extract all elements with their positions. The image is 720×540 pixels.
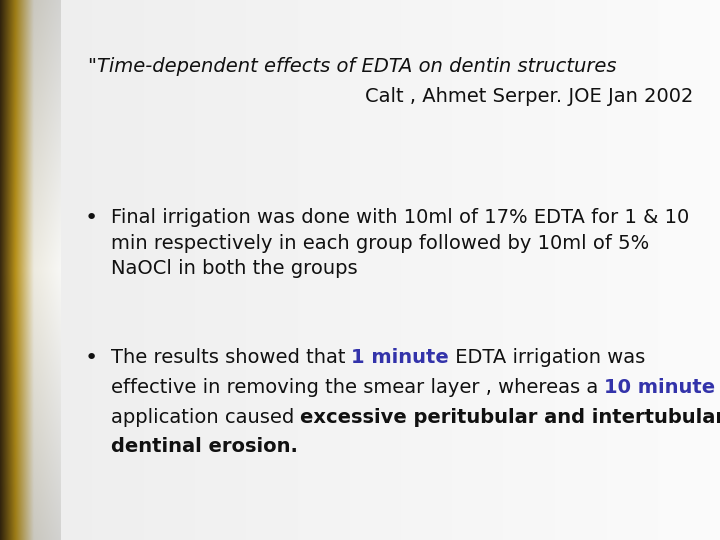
Text: •: • [84, 208, 97, 228]
Text: •: • [84, 348, 97, 368]
Text: EDTA irrigation was: EDTA irrigation was [449, 348, 645, 367]
Text: The results showed that: The results showed that [111, 348, 351, 367]
Text: excessive peritubular and intertubular: excessive peritubular and intertubular [300, 408, 720, 427]
Text: Calt , Ahmet Serper. JOE Jan 2002: Calt , Ahmet Serper. JOE Jan 2002 [365, 87, 693, 106]
Text: dentinal erosion.: dentinal erosion. [111, 437, 297, 456]
Text: application caused: application caused [111, 408, 300, 427]
Text: 10 minute: 10 minute [604, 378, 715, 397]
Text: Final irrigation was done with 10ml of 17% EDTA for 1 & 10
min respectively in e: Final irrigation was done with 10ml of 1… [111, 208, 689, 279]
Text: "Time-dependent effects of EDTA on dentin structures: "Time-dependent effects of EDTA on denti… [88, 57, 616, 76]
Text: 1 minute: 1 minute [351, 348, 449, 367]
Text: effective in removing the smear layer , whereas a: effective in removing the smear layer , … [111, 378, 604, 397]
